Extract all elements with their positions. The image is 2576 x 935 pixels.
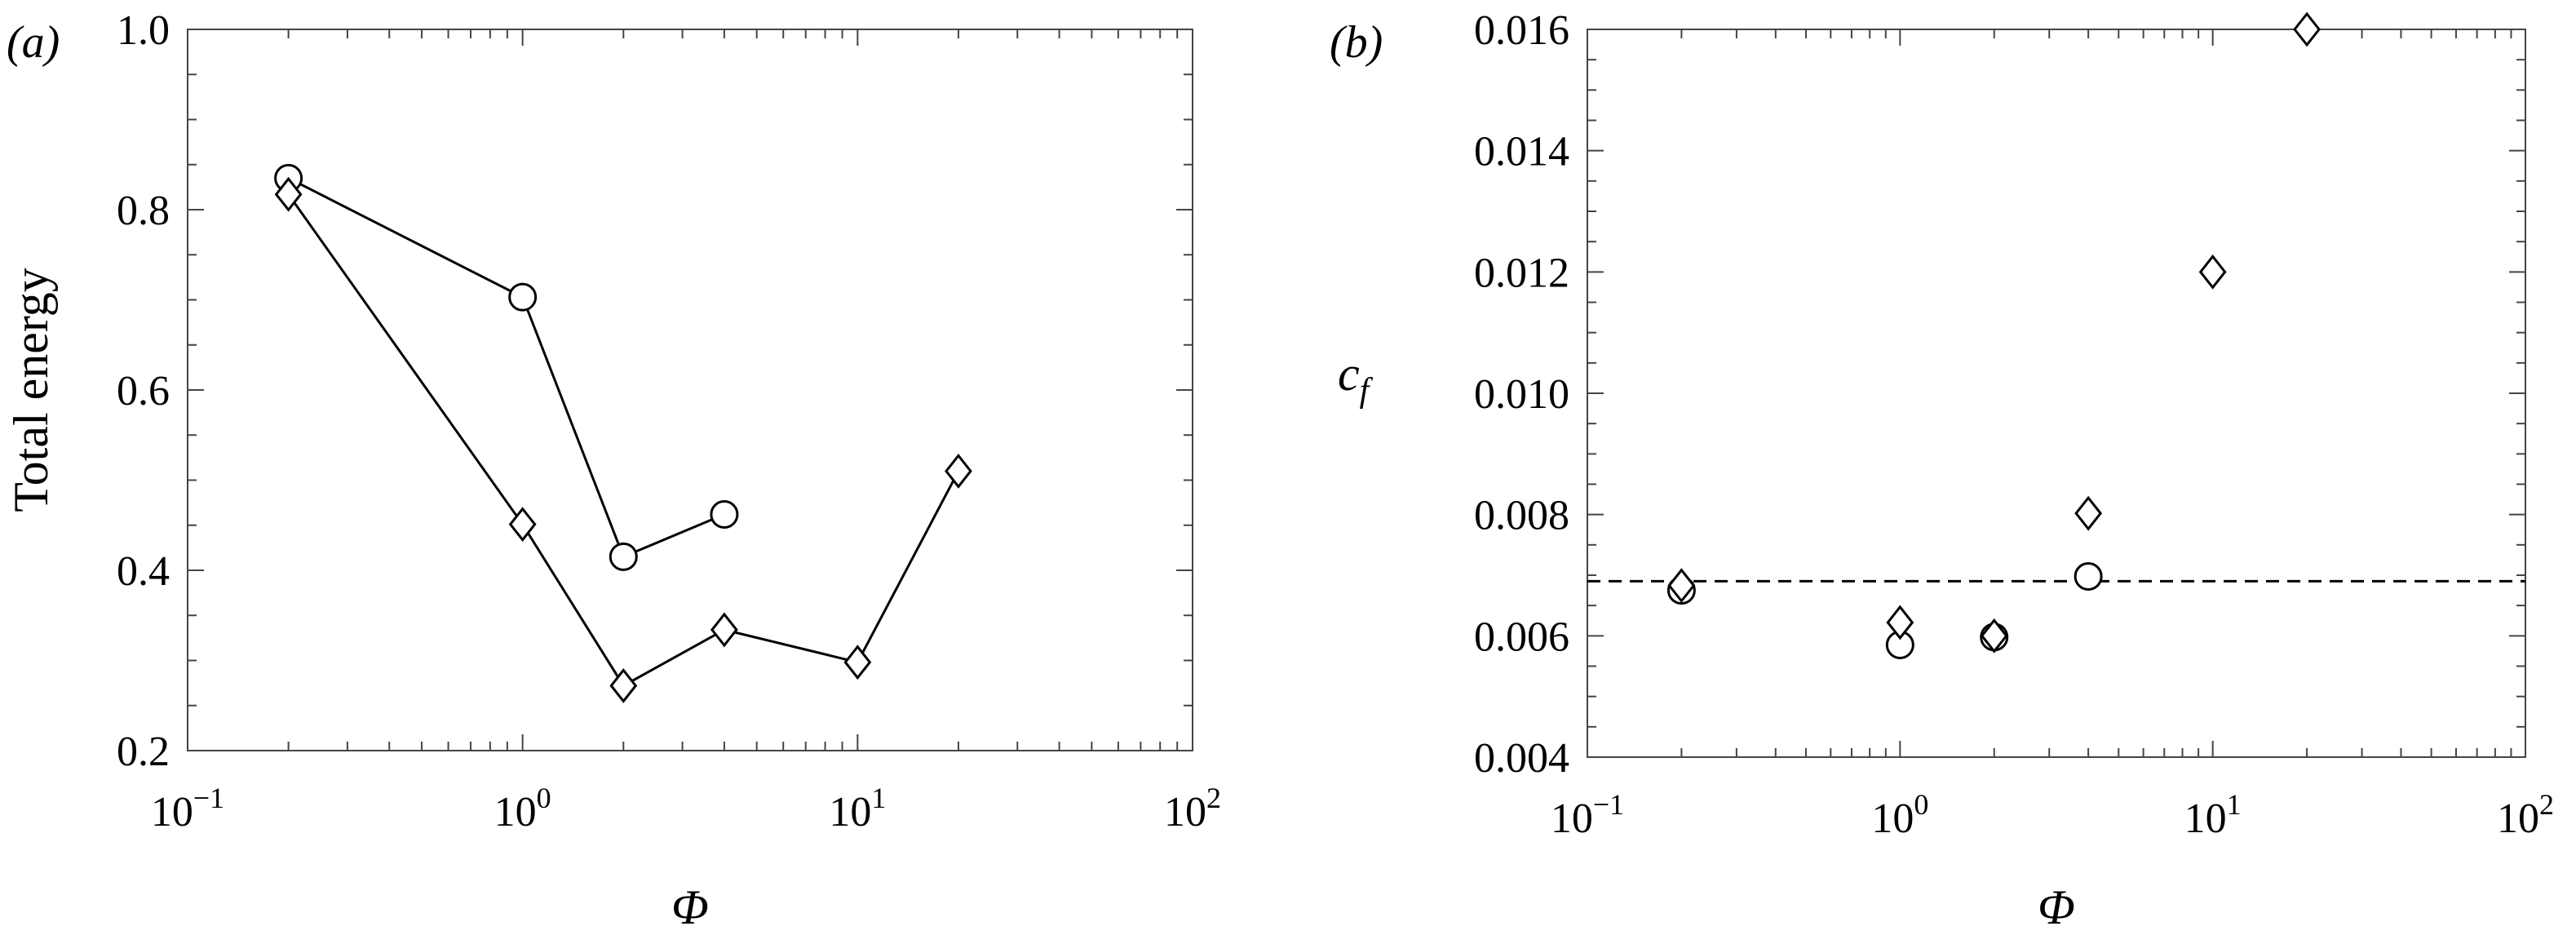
y-tick-label: 0.010: [1474, 371, 1569, 418]
y-tick-label: 0.006: [1474, 614, 1569, 660]
x-tick-label: 102: [2497, 788, 2554, 842]
y-axis-label: Total energy: [4, 268, 58, 512]
x-tick-label: 100: [494, 782, 551, 835]
x-axis-label: Φ: [671, 880, 709, 934]
diamond-marker: [843, 645, 872, 680]
y-tick-label: 0.008: [1474, 493, 1569, 539]
x-axis-label: Φ: [2038, 880, 2075, 934]
diamond-marker: [1980, 618, 2008, 654]
y-axis-label: cf: [1338, 347, 1374, 410]
x-tick-label: 101: [829, 782, 886, 835]
y-tick-label: 0.014: [1474, 129, 1569, 175]
panel-b: 10−1 100 101 102 0.004 0.006 0.008 0.010 0.012 0.…: [1330, 7, 2554, 934]
x-tick-label: 101: [2184, 788, 2242, 842]
diamond-marker: [508, 507, 537, 543]
panel-label: (b): [1330, 17, 1383, 68]
y-tick-label: 0.004: [1474, 735, 1569, 782]
diamond-marker: [2074, 495, 2103, 531]
y-tick-label: 0.012: [1474, 250, 1569, 296]
x-tick-label: 10−1: [151, 782, 224, 835]
y-tick-label: 0.8: [117, 188, 170, 234]
plot-frame: [1587, 29, 2526, 758]
y-tick-label: 1.0: [117, 7, 170, 54]
diamond-marker: [2293, 11, 2321, 47]
plot-frame: [187, 29, 1193, 751]
circle-marker: [2074, 561, 2103, 591]
diamond-marker: [1667, 568, 1696, 604]
diamond-series-line: [287, 193, 960, 688]
diamond-marker: [2198, 254, 2227, 290]
y-tick-label: 0.6: [117, 368, 170, 414]
diamond-marker: [274, 176, 303, 212]
x-tick-label: 102: [1164, 782, 1221, 835]
diamond-marker: [1886, 605, 1914, 640]
x-tick-label: 10−1: [1551, 788, 1624, 842]
panel-label: (a): [7, 17, 60, 68]
y-tick-label: 0.4: [117, 548, 170, 595]
circle-marker: [609, 542, 638, 571]
y-tick-label: 0.2: [117, 729, 170, 775]
x-tick-label: 100: [1871, 788, 1928, 842]
panel-a: 10−1 100 101 102 0.2 0.4 0.6 0.8 1.0 (a) Total ene…: [4, 7, 1221, 934]
circle-marker: [508, 282, 538, 312]
circle-series-line: [287, 176, 725, 559]
circle-marker: [710, 499, 739, 529]
diamond-marker: [609, 668, 638, 703]
y-tick-label: 0.016: [1474, 7, 1569, 54]
diamond-marker: [710, 612, 738, 648]
diamond-marker: [945, 454, 972, 489]
